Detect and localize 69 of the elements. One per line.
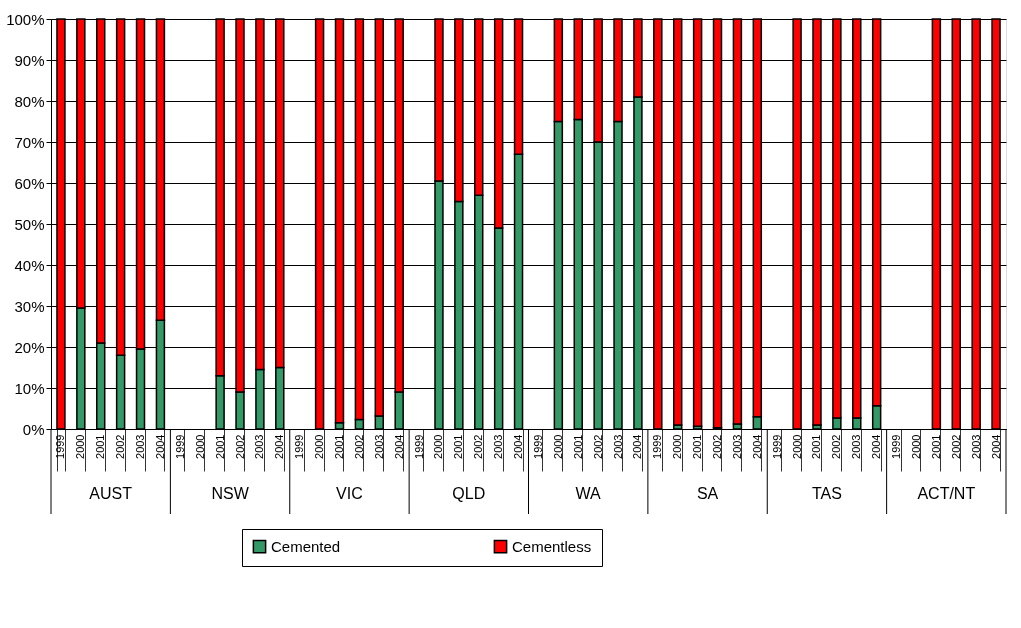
x-tick-label: 2002 [830, 434, 843, 459]
x-tick-label: 1999 [890, 434, 903, 459]
x-tick-label: 2001 [929, 434, 942, 459]
x-tick-label: 2002 [114, 434, 127, 459]
y-tick-label: 40% [14, 256, 45, 274]
x-tick-label: 2003 [850, 434, 863, 459]
y-tick-label: 90% [14, 51, 45, 69]
x-tick-label: 1999 [412, 434, 425, 459]
x-tick-label: 2001 [332, 434, 345, 459]
x-tick-label: 2004 [750, 434, 763, 459]
x-tick-label: 2000 [671, 434, 684, 459]
x-tick-label: 2003 [969, 434, 982, 459]
y-tick-label: 0% [22, 420, 45, 438]
x-tick-label: 1999 [293, 434, 306, 459]
x-tick-label: 2000 [74, 434, 87, 459]
x-tick-label: 1999 [770, 434, 783, 459]
y-tick-label: 20% [14, 338, 45, 356]
x-tick-label: 2000 [432, 434, 445, 459]
x-tick-label: 2002 [233, 434, 246, 459]
x-tick-label: 2003 [253, 434, 266, 459]
y-tick-label: 80% [14, 92, 45, 110]
legend-label: Cementless [512, 537, 592, 555]
x-tick-label: 2004 [273, 434, 286, 459]
text: AUST [89, 485, 133, 502]
x-tick-label: 2004 [153, 434, 166, 459]
x-tick-label: 1999 [531, 434, 544, 459]
y-tick-label: 10% [14, 379, 45, 397]
text: NSW [211, 485, 250, 502]
x-tick-label: 1999 [54, 434, 67, 459]
x-tick-label: 2004 [392, 434, 405, 459]
x-tick-label: 1999 [651, 434, 664, 459]
text: SA [696, 485, 719, 502]
x-tick-label: 2001 [213, 434, 226, 459]
text: TAS [811, 485, 842, 502]
y-tick-label: 100% [6, 10, 45, 28]
y-tick-label: 30% [14, 297, 45, 315]
x-tick-label: 2002 [949, 434, 962, 459]
x-tick-label: 2001 [452, 434, 465, 459]
x-tick-label: 2002 [352, 434, 365, 459]
x-tick-label: 2004 [870, 434, 883, 459]
x-tick-label: 2003 [611, 434, 624, 459]
x-tick-label: 2004 [989, 434, 1002, 459]
y-tick-label: 70% [14, 133, 45, 151]
x-tick-label: 2003 [372, 434, 385, 459]
text: WA [575, 485, 602, 502]
x-tick-label: 2003 [730, 434, 743, 459]
x-tick-label: 2004 [631, 434, 644, 459]
x-tick-label: 2003 [134, 434, 147, 459]
x-tick-label: 2002 [591, 434, 604, 459]
x-tick-label: 2000 [193, 434, 206, 459]
legend-label: Cemented [271, 537, 341, 555]
y-tick-label: 50% [14, 215, 45, 233]
x-tick-label: 2001 [94, 434, 107, 459]
text: VIC [336, 485, 363, 502]
x-tick-label: 2001 [810, 434, 823, 459]
x-tick-label: 2004 [512, 434, 525, 459]
x-tick-label: 2000 [551, 434, 564, 459]
y-tick-label: 60% [14, 174, 45, 192]
x-tick-label: 2002 [472, 434, 485, 459]
x-tick-label: 2000 [790, 434, 803, 459]
x-tick-label: 2002 [711, 434, 724, 459]
text: ACT/NT [917, 485, 976, 502]
x-tick-label: 2001 [691, 434, 704, 459]
text: QLD [452, 485, 486, 502]
x-tick-label: 2000 [909, 434, 922, 459]
x-tick-label: 2000 [313, 434, 326, 459]
x-tick-label: 2003 [492, 434, 505, 459]
x-tick-label: 2001 [571, 434, 584, 459]
x-tick-label: 1999 [173, 434, 186, 459]
